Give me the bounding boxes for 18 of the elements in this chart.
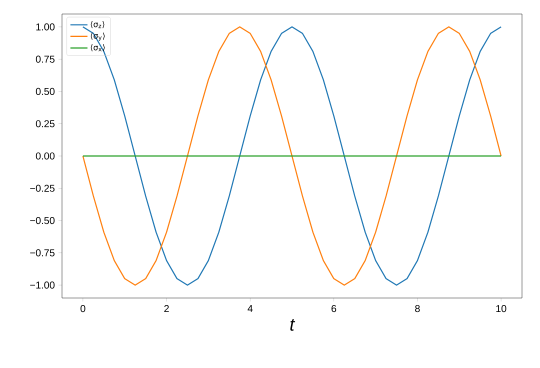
x-tick-label: 8 <box>415 305 420 312</box>
y-tick-label: 1.00 <box>36 23 55 30</box>
x-tick-label: 10 <box>496 305 506 312</box>
legend-label: ⟨σ$_{z}$⟩ <box>90 21 104 28</box>
x-axis-title: t <box>290 318 296 331</box>
y-tick-label: −0.25 <box>30 184 55 192</box>
y-tick-label: 0.25 <box>36 120 55 128</box>
y-tick-label: −0.50 <box>30 217 55 224</box>
legend-label: ⟨σ$_{x}$⟩ <box>90 44 105 52</box>
y-tick-label: −0.75 <box>30 249 55 256</box>
y-tick-label: 0.00 <box>36 152 55 160</box>
y-tick-label: −1.00 <box>30 282 55 289</box>
x-tick-label: 0 <box>80 305 86 312</box>
y-tick-label: 0.75 <box>36 56 55 63</box>
y-tick-label: 0.50 <box>36 88 55 95</box>
x-tick-label: 6 <box>332 305 336 312</box>
x-tick-label: 4 <box>248 305 253 312</box>
x-tick-label: 2 <box>164 305 169 312</box>
